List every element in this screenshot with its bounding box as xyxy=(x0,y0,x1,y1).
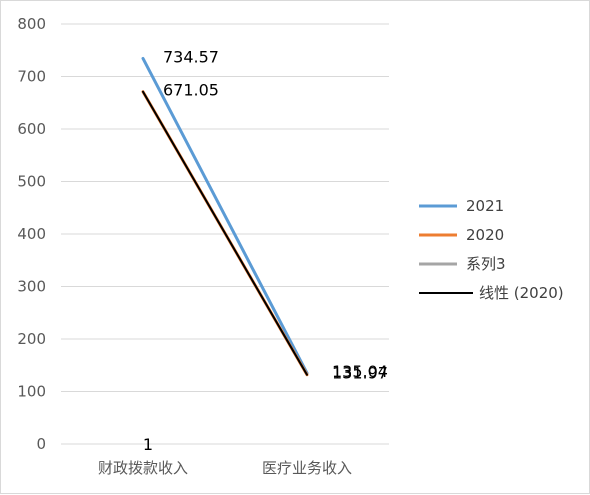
data-label: 734.57 xyxy=(163,47,219,66)
x-tick-label: 财政拨款收入 xyxy=(98,459,188,477)
y-tick-label: 700 xyxy=(17,68,46,86)
y-tick-label: 600 xyxy=(17,120,46,138)
data-label: 135.04 xyxy=(332,362,388,381)
data-labels: 734.57 135.04 671.05 131.97 1 xyxy=(143,47,388,454)
data-label: 1 xyxy=(143,435,153,454)
legend-label-1: 2020 xyxy=(466,226,504,244)
y-tick-label: 0 xyxy=(36,435,46,453)
legend-label-3: 线性 (2020) xyxy=(479,284,564,302)
data-label: 671.05 xyxy=(163,81,219,100)
legend-label-0: 2021 xyxy=(466,197,504,215)
series-line-3 xyxy=(142,90,308,376)
y-tick-label: 500 xyxy=(17,173,46,191)
x-axis-categories: 财政拨款收入 医疗业务收入 xyxy=(98,459,352,477)
y-tick-label: 100 xyxy=(17,383,46,401)
x-tick-label: 医疗业务收入 xyxy=(262,459,352,477)
y-tick-label: 400 xyxy=(17,225,46,243)
legend: 2021 2020 系列3 线性 (2020) xyxy=(419,197,564,302)
y-tick-label: 800 xyxy=(17,15,46,33)
y-tick-label: 300 xyxy=(17,278,46,296)
legend-label-2: 系列3 xyxy=(466,255,506,273)
series-line-0 xyxy=(141,56,309,375)
y-tick-label: 200 xyxy=(17,330,46,348)
y-axis-ticks: 0 100 200 300 400 500 600 700 800 xyxy=(17,15,46,453)
series-lines xyxy=(141,56,309,377)
data-label: 131.97 xyxy=(332,364,388,383)
